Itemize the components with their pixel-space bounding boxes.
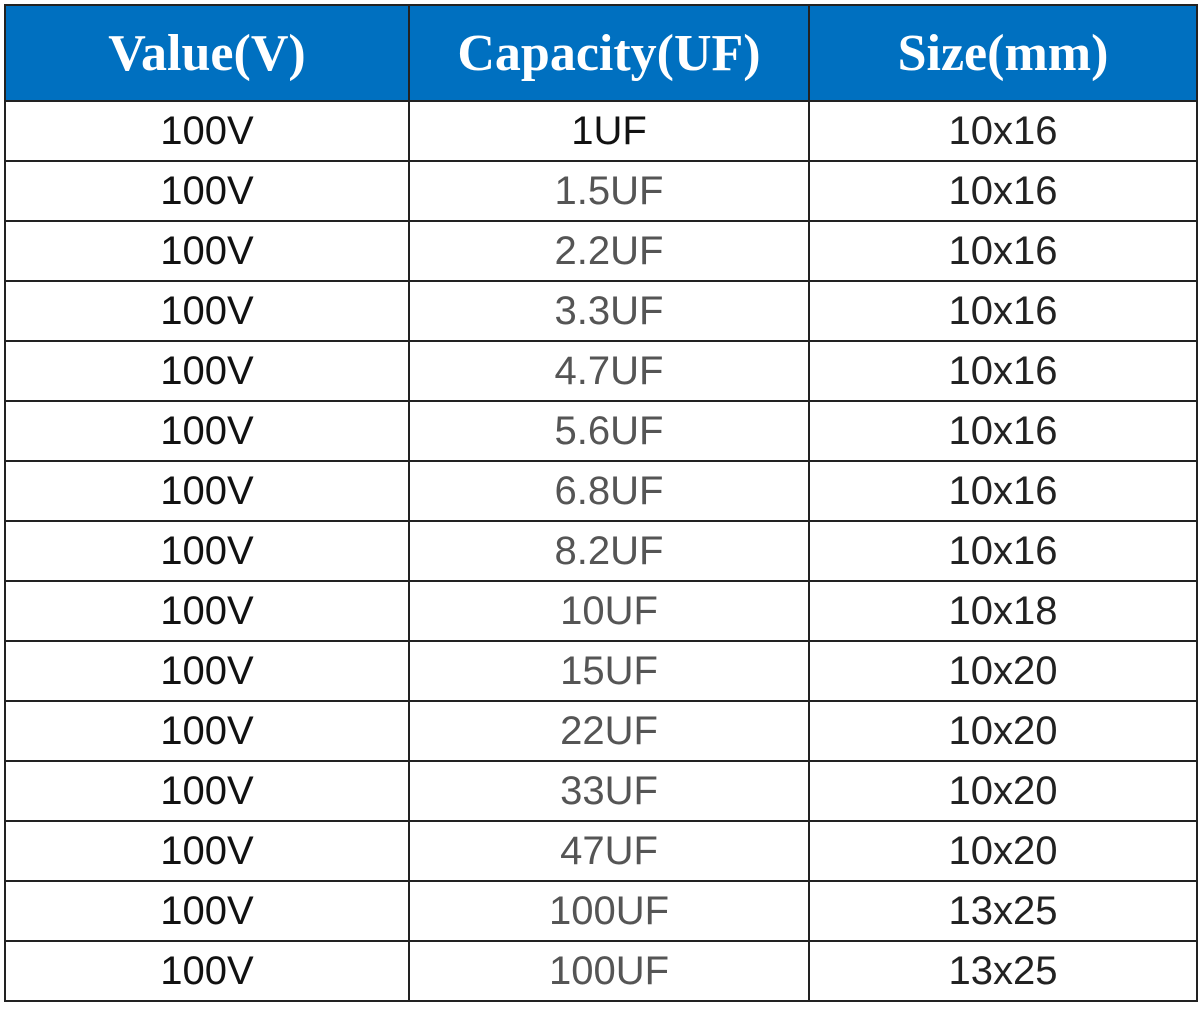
table-cell: 10x16	[808, 220, 1198, 282]
spec-table: Value(V) Capacity(UF) Size(mm) 100V 1UF 10…	[4, 4, 1198, 1002]
table-row: 100V 6.8UF 10x16	[4, 460, 1198, 522]
table-cell: 100UF	[408, 940, 810, 1002]
table-cell: 10x18	[808, 580, 1198, 642]
table-row: 100V 2.2UF 10x16	[4, 220, 1198, 282]
table-cell: 2.2UF	[408, 220, 810, 282]
table-cell: 13x25	[808, 940, 1198, 1002]
table-cell: 100V	[4, 940, 410, 1002]
header-cell: Value(V)	[4, 4, 410, 102]
table-cell: 10x20	[808, 700, 1198, 762]
table-cell: 100V	[4, 700, 410, 762]
table-cell: 10UF	[408, 580, 810, 642]
table-cell: 10x20	[808, 820, 1198, 882]
header-cell: Capacity(UF)	[408, 4, 810, 102]
table-row: 100V 8.2UF 10x16	[4, 520, 1198, 582]
table-row: 100V 3.3UF 10x16	[4, 280, 1198, 342]
table-row: 100V 4.7UF 10x16	[4, 340, 1198, 402]
table-cell: 10x20	[808, 640, 1198, 702]
table-cell: 100UF	[408, 880, 810, 942]
table-row: 100V 1UF 10x16	[4, 100, 1198, 162]
table-cell: 10x16	[808, 520, 1198, 582]
table-cell: 8.2UF	[408, 520, 810, 582]
table-body: 100V 1UF 10x16 100V 1.5UF 10x16 100V 2.2UF 10x16…	[4, 100, 1198, 1002]
table-row: 100V 100UF 13x25	[4, 880, 1198, 942]
table-cell: 10x20	[808, 760, 1198, 822]
table-cell: 3.3UF	[408, 280, 810, 342]
table-cell: 22UF	[408, 700, 810, 762]
table-cell: 100V	[4, 640, 410, 702]
table-cell: 47UF	[408, 820, 810, 882]
table-cell: 10x16	[808, 340, 1198, 402]
table-cell: 10x16	[808, 280, 1198, 342]
header-cell: Size(mm)	[808, 4, 1198, 102]
table-cell: 100V	[4, 580, 410, 642]
table-row: 100V 100UF 13x25	[4, 940, 1198, 1002]
table-row: 100V 1.5UF 10x16	[4, 160, 1198, 222]
table-cell: 100V	[4, 340, 410, 402]
table-row: 100V 15UF 10x20	[4, 640, 1198, 702]
table-cell: 13x25	[808, 880, 1198, 942]
table-cell: 10x16	[808, 100, 1198, 162]
table-cell: 10x16	[808, 160, 1198, 222]
table-cell: 100V	[4, 880, 410, 942]
table-cell: 100V	[4, 160, 410, 222]
table-cell: 100V	[4, 400, 410, 462]
table-cell: 15UF	[408, 640, 810, 702]
table-cell: 1.5UF	[408, 160, 810, 222]
table-cell: 6.8UF	[408, 460, 810, 522]
table-row: 100V 22UF 10x20	[4, 700, 1198, 762]
table-cell: 100V	[4, 760, 410, 822]
table-cell: 10x16	[808, 400, 1198, 462]
table-header: Value(V) Capacity(UF) Size(mm)	[4, 4, 1198, 102]
table-cell: 4.7UF	[408, 340, 810, 402]
table-cell: 100V	[4, 100, 410, 162]
table-row: 100V 10UF 10x18	[4, 580, 1198, 642]
header-row: Value(V) Capacity(UF) Size(mm)	[4, 4, 1198, 102]
table-row: 100V 33UF 10x20	[4, 760, 1198, 822]
table-cell: 10x16	[808, 460, 1198, 522]
table-cell: 100V	[4, 520, 410, 582]
table-cell: 100V	[4, 820, 410, 882]
table-cell: 33UF	[408, 760, 810, 822]
table-cell: 100V	[4, 460, 410, 522]
table-cell: 1UF	[408, 100, 810, 162]
table-cell: 100V	[4, 220, 410, 282]
table-row: 100V 5.6UF 10x16	[4, 400, 1198, 462]
table-cell: 100V	[4, 280, 410, 342]
table-cell: 5.6UF	[408, 400, 810, 462]
table-row: 100V 47UF 10x20	[4, 820, 1198, 882]
